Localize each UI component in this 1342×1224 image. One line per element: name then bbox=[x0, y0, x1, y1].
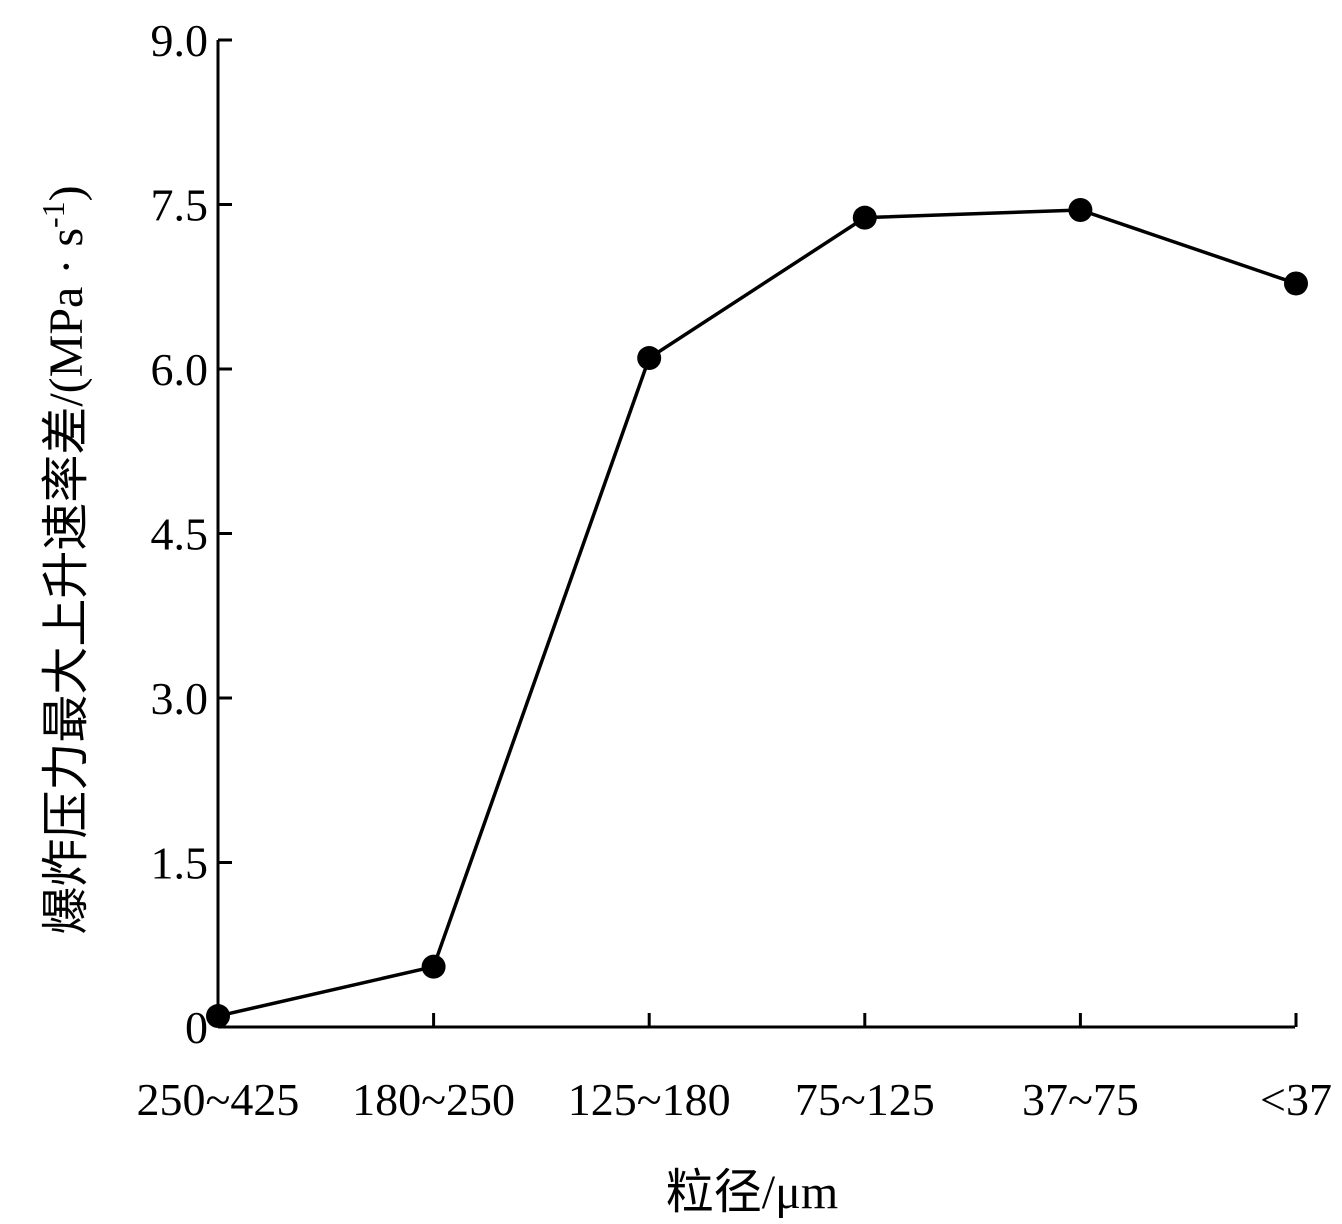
data-point bbox=[1068, 197, 1093, 222]
x-axis-title: 粒径/μm bbox=[666, 1166, 838, 1219]
x-tick-label: 125~180 bbox=[568, 1074, 731, 1125]
x-tick-label: 75~125 bbox=[795, 1074, 935, 1125]
y-tick-label: 7.5 bbox=[151, 180, 209, 231]
axes bbox=[216, 40, 1295, 1029]
y-tick-label: 4.5 bbox=[151, 509, 209, 560]
x-tick-label: 37~75 bbox=[1022, 1074, 1139, 1125]
data-point bbox=[637, 346, 662, 371]
data-point bbox=[206, 1004, 230, 1029]
series-group bbox=[206, 197, 1308, 1029]
y-axis-ticks: 0 1.5 3.0 4.5 6.0 7.5 9.0 bbox=[151, 15, 232, 1053]
series-line bbox=[217, 208, 1297, 1018]
x-tick-label: 250~425 bbox=[137, 1074, 300, 1125]
data-point bbox=[1284, 271, 1308, 296]
x-axis-ticks: 250~425 180~250 125~180 75~125 37~75 <37 bbox=[137, 1013, 1332, 1125]
y-tick-label: 0 bbox=[185, 1002, 208, 1053]
data-point bbox=[421, 954, 446, 979]
x-tick-label: <37 bbox=[1260, 1074, 1332, 1125]
y-axis-title-close: ) bbox=[40, 185, 93, 201]
y-axis-title-main: 爆炸压力最大上升速率差/(MPa · s bbox=[40, 228, 93, 935]
data-point bbox=[852, 205, 877, 230]
y-tick-label: 6.0 bbox=[151, 344, 209, 395]
y-axis-title: 爆炸压力最大上升速率差/(MPa · s-1) bbox=[35, 185, 93, 934]
y-tick-label: 9.0 bbox=[151, 15, 209, 66]
x-tick-label: 180~250 bbox=[352, 1074, 515, 1125]
y-axis-title-superscript: -1 bbox=[35, 201, 71, 228]
y-tick-label: 3.0 bbox=[151, 673, 209, 724]
y-tick-label: 1.5 bbox=[151, 838, 209, 889]
